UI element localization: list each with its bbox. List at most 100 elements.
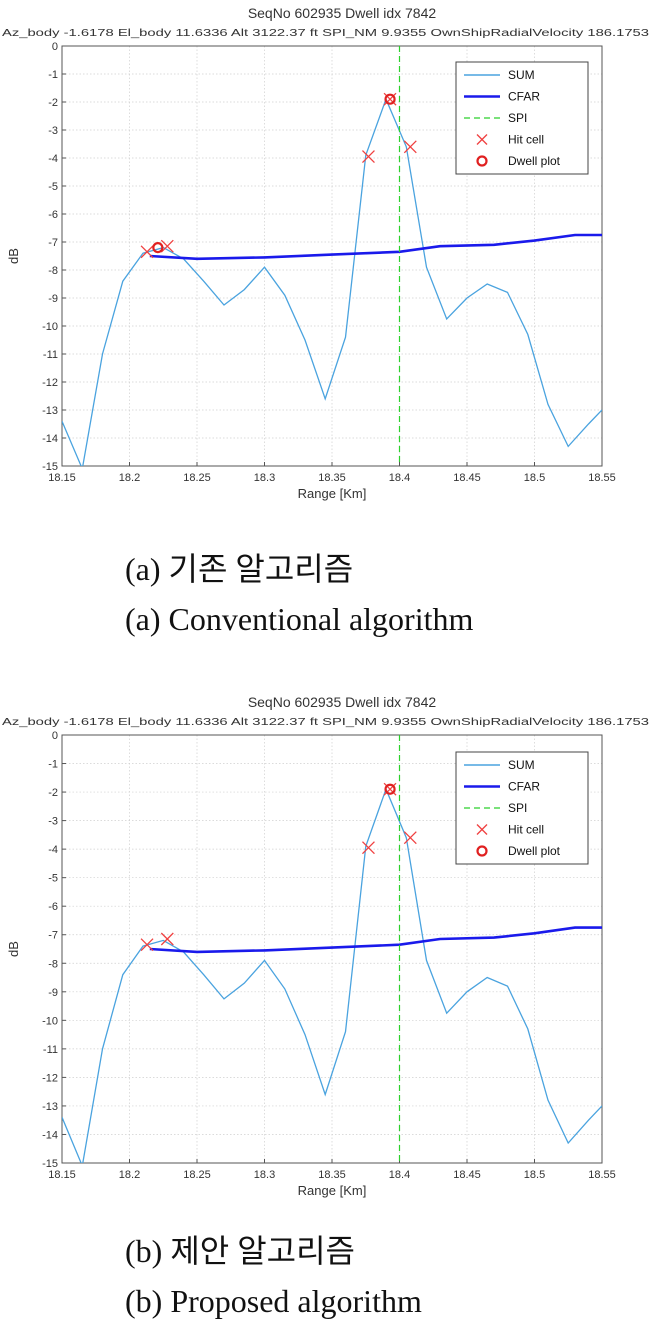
- y-tick-label: -2: [48, 787, 58, 799]
- legend-label: SPI: [508, 801, 527, 815]
- x-tick-label: 18.3: [254, 472, 275, 484]
- caption-english: (a) Conventional algorithm: [125, 601, 473, 637]
- y-tick-label: -13: [42, 405, 58, 417]
- y-tick-label: -7: [48, 930, 58, 942]
- chart-panel-a: SeqNo 602935 Dwell idx 7842 Az_body -1.61…: [2, 5, 650, 637]
- y-tick-label: -6: [48, 901, 58, 913]
- x-tick-label: 18.45: [453, 472, 481, 484]
- hit-cell-marker: [361, 841, 375, 855]
- caption-english: (b) Proposed algorithm: [125, 1283, 422, 1319]
- y-tick-label: -9: [48, 987, 58, 999]
- x-tick-label: 18.15: [48, 472, 76, 484]
- hit-cell-stroke: [383, 92, 397, 106]
- caption-korean: (b) 제안 알고리즘: [125, 1233, 355, 1269]
- legend-label: CFAR: [508, 780, 540, 794]
- hit-cell-marker: [403, 831, 417, 845]
- chart-subtitle: Az_body -1.6178 El_body 11.6336 Alt 3122…: [2, 717, 650, 728]
- x-tick-label: 18.2: [119, 1169, 140, 1181]
- y-tick-label: -2: [48, 97, 58, 109]
- legend-swatch-hit-cell: [476, 824, 488, 835]
- hit-cell-marker: [140, 245, 154, 259]
- legend-swatch-dwell-plot: [476, 155, 488, 167]
- x-tick-label: 18.4: [389, 1169, 410, 1181]
- x-tick-label: 18.4: [389, 472, 410, 484]
- plot-series: [62, 735, 602, 1163]
- cfar-line: [149, 233, 602, 261]
- x-tick-label: 18.35: [318, 1169, 346, 1181]
- hit-cell-stroke: [361, 150, 375, 164]
- dwell-plot-marker: [152, 242, 164, 254]
- y-tick-label: 0: [52, 41, 58, 53]
- y-tick-label: -6: [48, 209, 58, 221]
- x-axis-label: Range [Km]: [298, 486, 367, 501]
- y-tick-label: -15: [42, 1158, 58, 1170]
- y-axis-label: dB: [6, 941, 21, 957]
- x-tick-label: 18.3: [254, 1169, 275, 1181]
- y-tick-label: -7: [48, 237, 58, 249]
- legend: SUM CFAR SPI Hit cell Dwell plot: [455, 751, 589, 865]
- hit-cell-stroke: [383, 782, 397, 796]
- y-tick-label: -12: [42, 1072, 58, 1084]
- y-tick-label: -5: [48, 873, 58, 885]
- x-tick-label: 18.55: [588, 472, 616, 484]
- x-tick-label: 18.35: [318, 472, 346, 484]
- x-tick-label: 18.15: [48, 1169, 76, 1181]
- legend-label: Dwell plot: [508, 844, 561, 858]
- hit-cell-stroke: [403, 140, 417, 154]
- y-tick-label: -10: [42, 1015, 58, 1027]
- y-tick-label: -4: [48, 844, 58, 856]
- x-axis-label: Range [Km]: [298, 1183, 367, 1198]
- hit-cell-marker: [383, 782, 397, 796]
- x-tick-label: 18.45: [453, 1169, 481, 1181]
- x-tick-label: 18.5: [524, 472, 545, 484]
- legend-label: Hit cell: [508, 133, 544, 147]
- y-tick-label: -15: [42, 461, 58, 473]
- legend-swatch-dwell-plot: [476, 845, 488, 857]
- hit-cell-marker: [403, 140, 417, 154]
- legend-label: Hit cell: [508, 823, 544, 837]
- hit-cell-stroke: [160, 239, 174, 253]
- hit-cell-marker: [160, 932, 174, 946]
- y-tick-label: -3: [48, 125, 58, 137]
- y-tick-label: -4: [48, 153, 58, 165]
- y-tick-label: -9: [48, 293, 58, 305]
- sum-line: [62, 787, 602, 1163]
- legend-label: SPI: [508, 111, 527, 125]
- dwell-plot-marker: [384, 93, 396, 105]
- x-tick-label: 18.55: [588, 1169, 616, 1181]
- hit-cell-stroke: [361, 841, 375, 855]
- chart-panel-b: SeqNo 602935 Dwell idx 7842 Az_body -1.61…: [2, 694, 650, 1319]
- chart-subtitle: Az_body -1.6178 El_body 11.6336 Alt 3122…: [2, 28, 650, 39]
- y-tick-label: -5: [48, 181, 58, 193]
- legend-hit-stroke: [476, 824, 488, 835]
- x-tick-label: 18.25: [183, 472, 211, 484]
- y-axis-label: dB: [6, 248, 21, 264]
- dwell-plot-marker: [384, 783, 396, 795]
- hit-cell-stroke: [160, 932, 174, 946]
- y-tick-label: 0: [52, 730, 58, 742]
- y-tick-label: -1: [48, 69, 58, 81]
- legend-label: SUM: [508, 758, 535, 772]
- legend-label: Dwell plot: [508, 154, 561, 168]
- hit-cell-marker: [361, 150, 375, 164]
- caption-korean: (a) 기존 알고리즘: [125, 551, 353, 587]
- plot-series: [62, 46, 602, 466]
- y-tick-label: -3: [48, 816, 58, 828]
- legend: SUM CFAR SPI Hit cell Dwell plot: [455, 61, 589, 175]
- hit-cell-marker: [383, 92, 397, 106]
- y-tick-label: -11: [43, 349, 58, 361]
- legend-swatch-hit-cell: [476, 134, 488, 145]
- y-tick-label: -8: [48, 958, 58, 970]
- y-tick-label: -13: [42, 1101, 58, 1113]
- x-tick-label: 18.5: [524, 1169, 545, 1181]
- legend-hit-stroke: [476, 134, 488, 145]
- y-tick-label: -14: [42, 433, 58, 445]
- y-tick-label: -8: [48, 265, 58, 277]
- y-tick-label: -14: [42, 1129, 58, 1141]
- chart-title: SeqNo 602935 Dwell idx 7842: [248, 694, 437, 710]
- cfar-line: [149, 926, 602, 954]
- y-tick-label: -10: [42, 321, 58, 333]
- hit-cell-marker: [160, 239, 174, 253]
- y-tick-label: -12: [42, 377, 58, 389]
